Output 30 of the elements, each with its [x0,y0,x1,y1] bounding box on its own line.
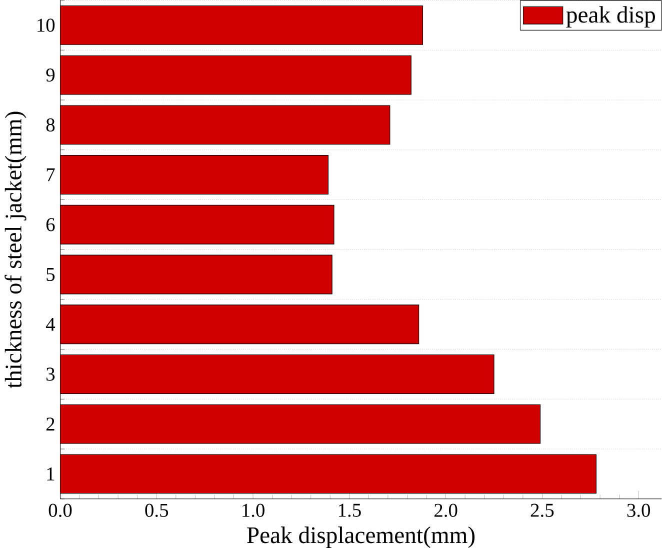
x-tick-label: 1.5 [338,504,361,518]
y-tick-label: 9 [46,68,55,82]
y-tick-label: 10 [38,18,55,32]
x-tick-label: 3.0 [627,504,650,518]
bar [60,205,334,245]
bar [60,354,494,394]
bar [60,304,420,344]
bar [60,254,332,294]
bar [60,454,596,494]
x-tick-label: 2.0 [434,504,458,518]
bar [60,6,423,46]
y-axis-title: thickness of steel jacket(mm) [4,112,26,388]
y-tick-label: 5 [46,268,55,282]
x-axis-title: Peak displacement(mm) [247,526,475,548]
y-tick-label: 3 [46,368,55,381]
y-tick-label: 7 [46,168,55,182]
y-tick-label: 1 [47,468,54,481]
bar [60,404,541,444]
y-tick-label: 2 [46,418,54,431]
x-tick-label: 0.5 [145,504,168,518]
x-tick-label: 1.0 [242,504,264,518]
x-tick-label: 2.5 [530,504,554,518]
x-tick-label: 0.0 [48,504,72,518]
bar [60,105,390,145]
y-tick-label: 6 [46,218,55,232]
bar [60,56,412,95]
legend-label: peak disp [566,6,655,28]
bar [60,155,328,195]
y-tick-label: 8 [46,118,55,132]
y-tick-label: 4 [46,318,56,331]
